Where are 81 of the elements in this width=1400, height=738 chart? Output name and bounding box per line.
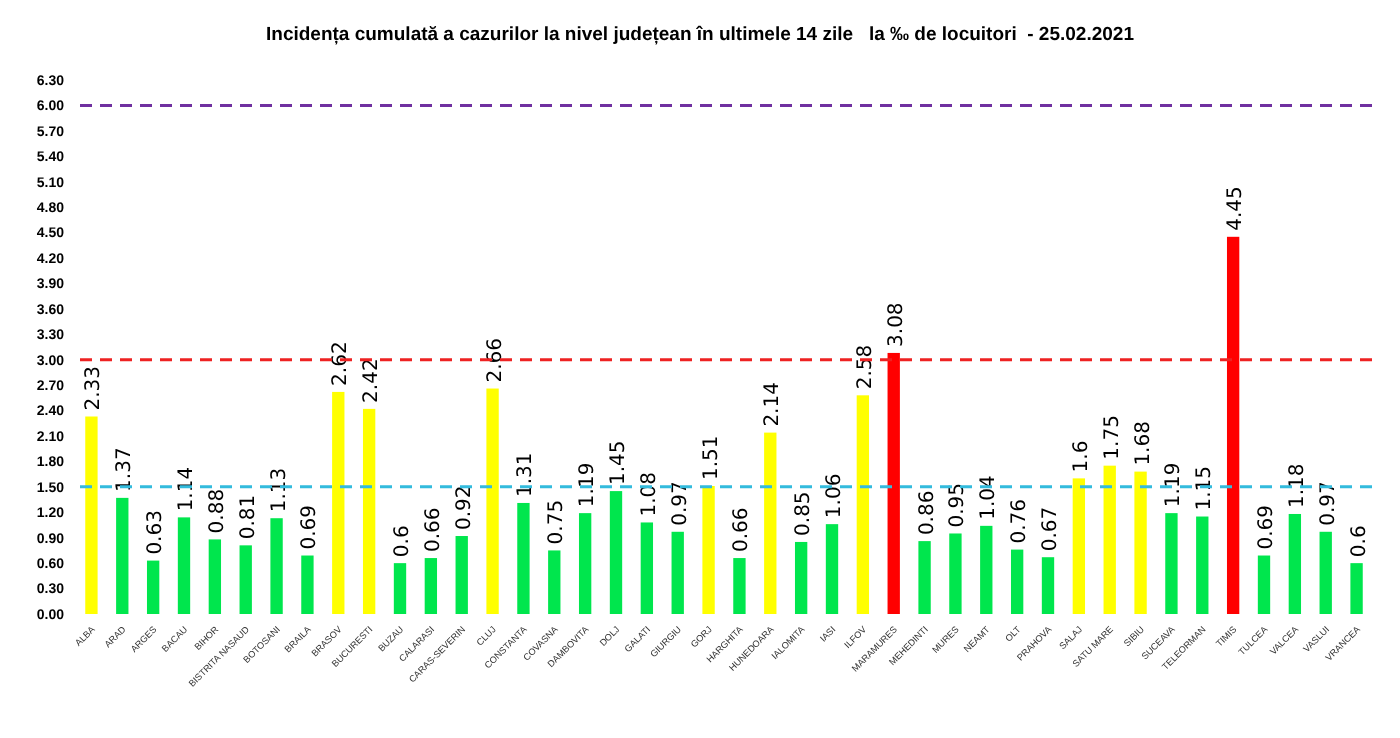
bar <box>1103 465 1116 614</box>
bar <box>1350 563 1363 614</box>
bar <box>424 558 438 614</box>
bar <box>640 522 654 614</box>
data-label: 0.75 <box>546 499 569 545</box>
bar <box>1041 557 1055 614</box>
data-label: 2.62 <box>330 341 353 386</box>
bar <box>887 352 900 614</box>
bar <box>578 513 592 614</box>
bar <box>1010 549 1024 614</box>
data-label: 0.88 <box>206 488 229 534</box>
bar <box>393 563 407 614</box>
bar <box>486 388 499 614</box>
bar <box>794 541 808 614</box>
data-label: 1.06 <box>824 473 846 519</box>
data-label: 1.51 <box>700 435 723 481</box>
bar <box>671 531 684 614</box>
bar <box>270 518 283 614</box>
data-label: 1.19 <box>1163 462 1186 508</box>
bar <box>949 533 962 614</box>
bar <box>455 536 468 614</box>
bar <box>702 486 715 614</box>
bar <box>609 491 623 614</box>
data-label: 1.31 <box>515 452 538 497</box>
bar <box>980 525 993 614</box>
bar <box>548 550 561 614</box>
bar <box>856 395 870 614</box>
data-label: 1.14 <box>176 466 198 512</box>
bar <box>208 539 222 614</box>
data-label: 1.6 <box>1070 440 1093 473</box>
data-label: 0.6 <box>1348 525 1371 558</box>
bar <box>1072 478 1086 614</box>
data-label: 0.69 <box>299 504 322 550</box>
bar <box>177 517 191 614</box>
bar <box>85 416 98 614</box>
data-label: 0.85 <box>793 491 816 536</box>
data-label: 2.14 <box>762 382 785 427</box>
data-label: 0.63 <box>145 510 168 555</box>
bar <box>332 391 345 614</box>
data-label: 0.95 <box>947 482 970 528</box>
data-label: 1.15 <box>1194 465 1217 511</box>
chart-title: Incidența cumulată a cazurilor la nivel județean în ultimele 14 zile la ‰ de locuitori - 25.02.2021 <box>266 24 1136 46</box>
data-label: 0.66 <box>731 507 754 553</box>
data-label: 2.66 <box>484 338 507 383</box>
bar <box>116 497 129 614</box>
bar <box>1319 531 1332 614</box>
bar <box>733 558 746 614</box>
bar <box>1196 516 1209 614</box>
data-label: 1.45 <box>608 440 630 486</box>
data-label: 0.69 <box>1256 504 1278 550</box>
data-label: 1.37 <box>114 447 137 492</box>
bar <box>1257 555 1271 614</box>
data-label: 1.04 <box>978 475 1001 520</box>
data-label: 0.92 <box>453 485 476 531</box>
data-label: 1.19 <box>577 462 600 508</box>
bar <box>764 432 777 614</box>
bar <box>1165 513 1178 614</box>
data-label: 2.42 <box>361 358 384 403</box>
data-label: 4.45 <box>1225 186 1248 231</box>
data-label: 2.33 <box>83 365 106 411</box>
data-label: 0.6 <box>392 525 414 558</box>
data-label: 1.18 <box>1286 463 1309 508</box>
data-label: 0.76 <box>1009 499 1032 544</box>
bar <box>517 502 530 614</box>
data-label: 3.08 <box>885 302 908 347</box>
data-label: 0.67 <box>1040 506 1062 552</box>
bar <box>825 524 839 614</box>
bar <box>146 560 160 614</box>
bar <box>1226 236 1240 614</box>
data-label: 0.81 <box>237 494 260 540</box>
bar <box>918 541 931 614</box>
data-label: 0.97 <box>669 481 692 526</box>
bar <box>301 555 314 614</box>
data-label: 0.86 <box>916 490 939 536</box>
bar <box>362 408 376 614</box>
bar <box>1288 513 1302 614</box>
data-label: 1.75 <box>1101 415 1124 460</box>
data-label: 1.68 <box>1132 421 1155 466</box>
bar <box>1134 471 1147 614</box>
data-label: 0.66 <box>422 507 445 553</box>
bar <box>239 545 252 614</box>
